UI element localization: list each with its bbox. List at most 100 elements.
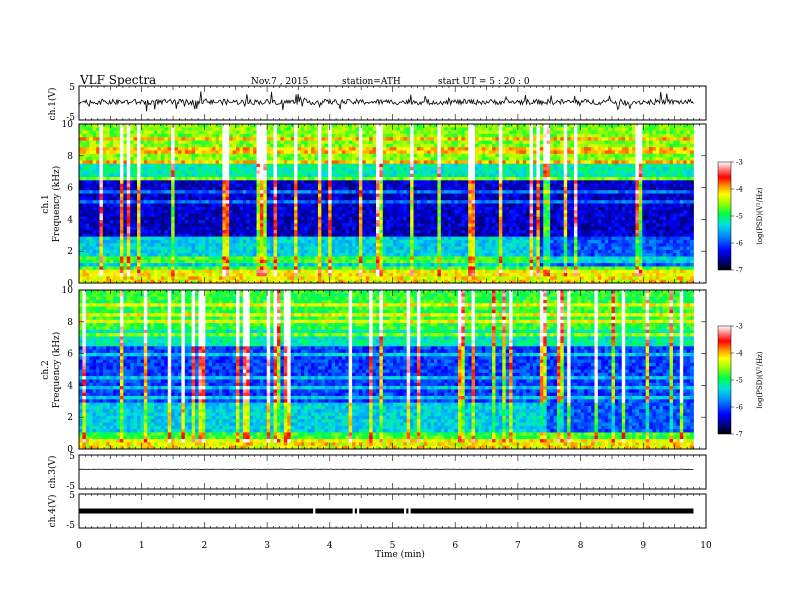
spectrogram-cell — [375, 170, 380, 175]
spectrogram-cell — [505, 137, 510, 141]
spectrogram-cell — [89, 163, 94, 168]
spectrogram-cell — [686, 206, 691, 211]
spectrogram-cell — [242, 183, 247, 188]
spectrogram-cell — [601, 150, 606, 155]
spectrogram-cell — [300, 160, 305, 165]
spectrogram-cell — [195, 133, 199, 138]
spectrogram-cell — [410, 206, 414, 211]
spectrogram-cell — [123, 147, 128, 151]
spectrogram-cell — [174, 177, 179, 181]
spectrogram-cell — [457, 160, 462, 165]
spectrogram-cell — [345, 163, 350, 168]
spectrogram-cell — [447, 140, 452, 145]
spectrogram-cell — [410, 170, 414, 175]
spectrogram-cell — [502, 137, 507, 141]
spectrogram-cell — [406, 196, 411, 201]
spectrogram-cell — [669, 153, 674, 158]
spectrogram-cell — [495, 203, 500, 208]
spectrogram-cell — [478, 213, 483, 218]
spectrogram-cell — [184, 137, 189, 141]
spectrogram-cell — [287, 206, 292, 211]
spectrogram-cell — [488, 183, 493, 188]
spectrogram-cell — [246, 143, 251, 148]
spectrogram-cell — [116, 210, 121, 214]
spectrogram-cell — [410, 180, 414, 185]
spectrogram-cell — [178, 124, 182, 128]
spectrogram-cell — [526, 157, 530, 161]
spectrogram-cell — [440, 173, 445, 178]
spectrogram-cell — [167, 180, 172, 185]
spectrogram-cell — [560, 206, 565, 211]
spectrogram-cell — [280, 163, 285, 168]
spectrogram-cell — [690, 173, 694, 178]
spectrogram-cell — [355, 200, 360, 204]
spectrogram-cell — [468, 173, 472, 178]
spectrogram-cell — [331, 170, 336, 175]
spectrogram-cell — [529, 186, 534, 191]
spectrogram-cell — [236, 193, 240, 198]
spectrogram-cell — [614, 130, 619, 135]
spectrogram-cell — [474, 213, 479, 218]
spectrogram-cell — [178, 150, 182, 155]
spectrogram-cell — [553, 137, 558, 141]
spectrogram-cell — [495, 170, 500, 175]
spectrogram-cell — [191, 137, 196, 141]
spectrogram-cell — [608, 186, 612, 191]
spectrogram-cell — [113, 186, 117, 191]
spectrogram-cell — [604, 127, 609, 132]
spectrogram-cell — [102, 213, 107, 218]
spectrogram-cell — [649, 203, 653, 208]
spectrogram-cell — [314, 150, 319, 155]
spectrogram-cell — [338, 157, 343, 161]
spectrogram-cell — [280, 150, 285, 155]
spectrogram-cell — [621, 186, 626, 191]
spectrogram-cell — [509, 213, 513, 218]
spectrogram-cell — [546, 133, 551, 138]
spectrogram-cell — [96, 206, 100, 211]
spectrogram-cell — [160, 170, 165, 175]
spectrogram-cell — [529, 160, 534, 165]
spectrogram-cell — [201, 213, 206, 218]
spectrogram-cell — [386, 137, 391, 141]
spectrogram-cell — [352, 196, 356, 201]
spectrogram-cell — [560, 163, 565, 168]
spectrogram-cell — [488, 143, 493, 148]
spectrogram-cell — [355, 130, 360, 135]
spectrogram-cell — [358, 196, 363, 201]
spectrogram-cell — [355, 210, 360, 214]
spectrogram-cell — [618, 127, 623, 132]
spectrogram-cell — [396, 196, 401, 201]
spectrogram-cell — [468, 170, 472, 175]
spectrogram-cell — [335, 190, 339, 194]
spectrogram-cell — [150, 124, 155, 128]
spectrogram-cell — [338, 200, 343, 204]
spectrogram-cell — [560, 160, 565, 165]
spectrogram-cell — [498, 213, 503, 218]
spectrogram-cell — [655, 190, 660, 194]
spectrogram-cell — [324, 213, 329, 218]
spectrogram-cell — [266, 200, 271, 204]
spectrogram-cell — [222, 183, 227, 188]
spectrogram-cell — [440, 130, 445, 135]
spectrogram-cell — [229, 190, 234, 194]
spectrogram-cell — [659, 206, 664, 211]
spectrogram-cell — [427, 157, 431, 161]
spectrogram-cell — [597, 193, 602, 198]
spectrogram-cell — [294, 167, 298, 171]
spectrogram-cell — [502, 170, 507, 175]
spectrogram-cell — [587, 147, 592, 151]
spectrogram-cell — [102, 190, 107, 194]
spectrogram-cell — [669, 147, 674, 151]
spectrogram-cell — [300, 130, 305, 135]
spectrogram-cell — [379, 160, 384, 165]
spectrogram-cell — [614, 143, 619, 148]
spectrogram-cell — [307, 160, 312, 165]
spectrogram-cell — [550, 180, 554, 185]
spectrogram-cell — [184, 206, 189, 211]
spectrogram-cell — [143, 213, 148, 218]
spectrogram-cell — [406, 137, 411, 141]
spectrogram-cell — [140, 190, 145, 194]
spectrogram-cell — [611, 150, 616, 155]
spectrogram-cell — [444, 173, 449, 178]
spectrogram-cell — [625, 210, 629, 214]
